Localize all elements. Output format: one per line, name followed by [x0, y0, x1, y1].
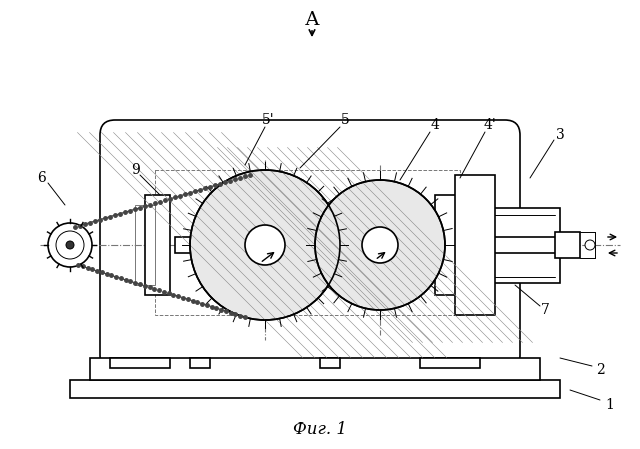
Bar — [555, 232, 580, 258]
Text: 3: 3 — [556, 128, 564, 142]
Text: 5': 5' — [262, 113, 275, 127]
FancyBboxPatch shape — [100, 120, 520, 370]
Bar — [110, 358, 170, 368]
Text: 1: 1 — [605, 398, 614, 412]
Circle shape — [245, 225, 285, 265]
Bar — [420, 358, 480, 368]
Bar — [90, 358, 540, 380]
Bar — [430, 229, 445, 261]
Circle shape — [585, 240, 595, 250]
Text: 9: 9 — [131, 163, 140, 177]
Text: 4': 4' — [484, 118, 497, 132]
Text: 4: 4 — [431, 118, 440, 132]
Text: 5: 5 — [340, 113, 349, 127]
Circle shape — [48, 223, 92, 267]
Bar — [155, 170, 460, 315]
Bar — [455, 175, 495, 315]
Circle shape — [315, 180, 445, 310]
Circle shape — [66, 241, 74, 249]
Text: 7: 7 — [541, 303, 549, 317]
Bar — [435, 195, 460, 295]
Circle shape — [56, 231, 84, 259]
Text: А: А — [305, 11, 319, 29]
Text: 2: 2 — [596, 363, 604, 377]
Bar — [175, 237, 265, 253]
Bar — [440, 237, 560, 253]
Bar — [145, 195, 170, 295]
Bar — [320, 358, 340, 368]
Bar — [70, 380, 560, 398]
Text: Фиг. 1: Фиг. 1 — [293, 422, 347, 439]
Circle shape — [190, 170, 340, 320]
Circle shape — [362, 227, 398, 263]
Bar — [135, 205, 155, 285]
Bar — [490, 208, 560, 283]
Bar — [190, 358, 210, 368]
Text: 6: 6 — [38, 171, 46, 185]
